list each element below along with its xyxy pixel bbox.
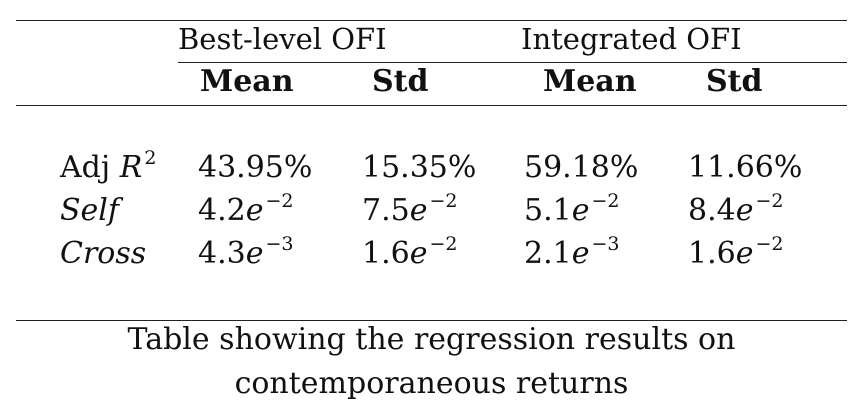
header-bottom-rule bbox=[16, 105, 847, 106]
row-label-cross: Cross bbox=[60, 236, 147, 271]
cell-e: e bbox=[245, 193, 264, 228]
cell-value: 11.66% bbox=[688, 150, 803, 185]
cell-exponent: −2 bbox=[429, 233, 458, 255]
row-label-text: Adj bbox=[60, 150, 111, 185]
cell-exponent: −2 bbox=[265, 190, 294, 212]
cell-e: e bbox=[571, 193, 590, 228]
table-cell: 15.35% bbox=[362, 153, 476, 183]
group-underline-rule bbox=[178, 62, 847, 63]
table-cell: 1.6e −2 bbox=[688, 235, 784, 271]
cell-exponent: −2 bbox=[755, 233, 784, 255]
table-cell: 5.1e −2 bbox=[524, 192, 620, 228]
cell-value: 59.18% bbox=[524, 150, 639, 185]
cell-mantissa: 2.1 bbox=[524, 236, 572, 271]
cell-value: 15.35% bbox=[362, 150, 477, 185]
cell-e: e bbox=[409, 193, 428, 228]
table-caption: Table showing the regression results on … bbox=[16, 318, 847, 406]
caption-line-1: Table showing the regression results on bbox=[127, 322, 736, 357]
table-cell: 8.4e −2 bbox=[688, 192, 784, 228]
row-label-superscript: 2 bbox=[144, 147, 157, 169]
table-cell: 1.6e −2 bbox=[362, 235, 458, 271]
table-cell: 59.18% bbox=[524, 153, 638, 183]
cell-exponent: −2 bbox=[591, 190, 620, 212]
cell-e: e bbox=[735, 193, 754, 228]
table-cell: 4.2e −2 bbox=[198, 192, 294, 228]
table-top-rule bbox=[16, 20, 847, 21]
cell-mantissa: 7.5 bbox=[362, 193, 410, 228]
group-header-integrated: Integrated OFI bbox=[521, 22, 742, 56]
cell-exponent: −2 bbox=[755, 190, 784, 212]
cell-e: e bbox=[245, 236, 264, 271]
column-header-std-best: Std bbox=[372, 64, 429, 99]
cell-mantissa: 1.6 bbox=[362, 236, 410, 271]
row-label-math: R bbox=[119, 150, 143, 185]
column-header-mean-integrated: Mean bbox=[543, 64, 637, 99]
cell-mantissa: 5.1 bbox=[524, 193, 572, 228]
cell-mantissa: 4.2 bbox=[198, 193, 246, 228]
table-cell: 4.3e −3 bbox=[198, 235, 294, 271]
cell-mantissa: 1.6 bbox=[688, 236, 736, 271]
cell-exponent: −3 bbox=[591, 233, 620, 255]
cell-exponent: −2 bbox=[429, 190, 458, 212]
cell-e: e bbox=[735, 236, 754, 271]
row-label-self: Self bbox=[60, 193, 120, 228]
table-bottom-rule bbox=[16, 320, 847, 321]
table-cell: 11.66% bbox=[688, 153, 802, 183]
cell-mantissa: 8.4 bbox=[688, 193, 736, 228]
cell-e: e bbox=[409, 236, 428, 271]
cell-mantissa: 4.3 bbox=[198, 236, 246, 271]
table-cell: 43.95% bbox=[198, 153, 312, 183]
table-cell: 7.5e −2 bbox=[362, 192, 458, 228]
caption-line-2: contemporaneous returns bbox=[234, 366, 629, 401]
cell-value: 43.95% bbox=[198, 150, 313, 185]
column-header-mean-best: Mean bbox=[200, 64, 294, 99]
column-header-std-integrated: Std bbox=[706, 64, 763, 99]
group-header-best-level: Best-level OFI bbox=[178, 22, 387, 56]
cell-exponent: −3 bbox=[265, 233, 294, 255]
table-cell: 2.1e −3 bbox=[524, 235, 620, 271]
cell-e: e bbox=[571, 236, 590, 271]
